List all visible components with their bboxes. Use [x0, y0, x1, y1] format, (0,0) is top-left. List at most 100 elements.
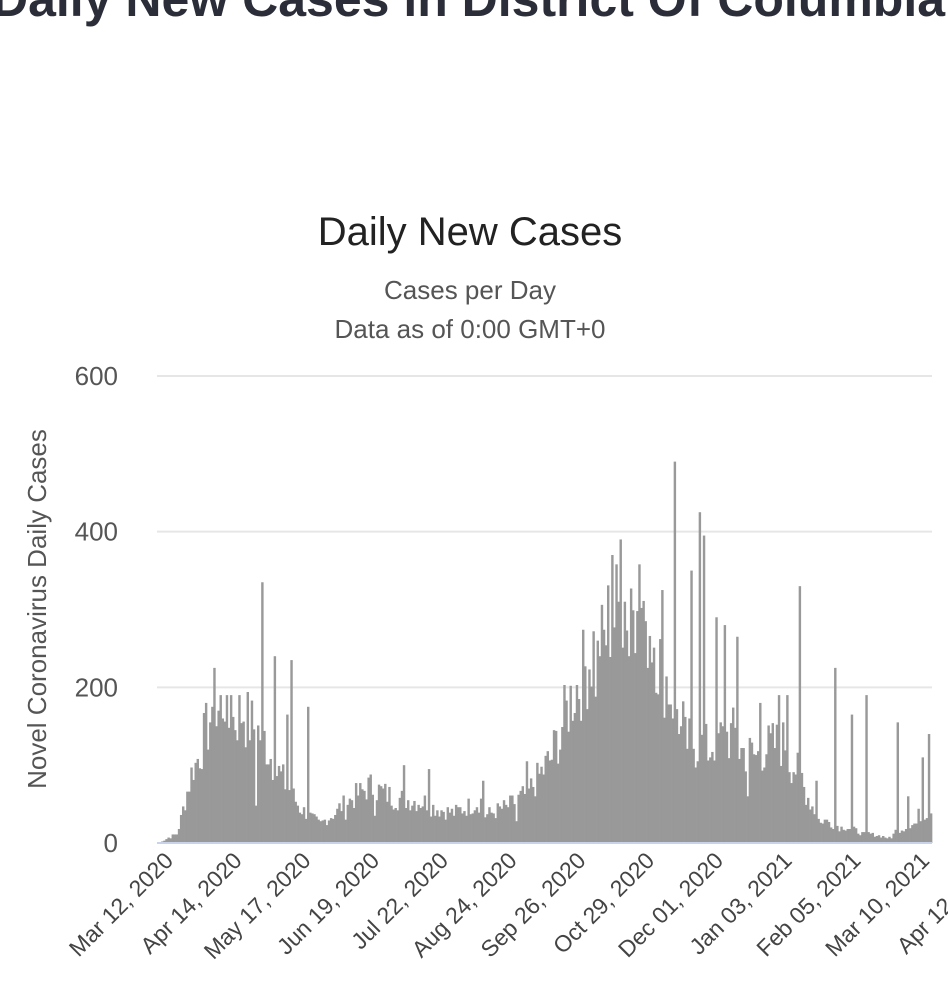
bar — [790, 783, 793, 843]
bar — [663, 717, 666, 843]
bar — [586, 709, 589, 843]
bar — [421, 806, 425, 843]
bar — [319, 821, 322, 843]
bar — [529, 778, 533, 843]
bar — [221, 718, 225, 843]
bar — [627, 656, 631, 843]
bar — [715, 617, 718, 843]
bar — [415, 811, 418, 843]
bar — [729, 723, 733, 843]
bar — [665, 676, 668, 843]
bar — [923, 819, 927, 843]
y-axis-ticks: 0 200 400 600 — [75, 361, 118, 858]
y-tick-label: 0 — [104, 828, 118, 858]
bar — [919, 821, 922, 843]
bar — [738, 758, 741, 843]
bar — [198, 768, 202, 843]
bar — [623, 601, 627, 843]
bar — [673, 461, 677, 843]
bar — [915, 823, 918, 843]
bar — [500, 808, 504, 843]
bar — [323, 819, 327, 843]
bar — [363, 790, 366, 843]
bar — [894, 829, 897, 843]
bar — [215, 726, 218, 843]
bar — [344, 819, 347, 843]
bar — [892, 833, 895, 843]
bar — [196, 758, 200, 843]
bar — [725, 731, 729, 843]
bar — [204, 702, 208, 843]
bar — [550, 759, 554, 843]
bar — [192, 779, 195, 843]
bar — [569, 685, 572, 843]
bar — [802, 786, 806, 843]
bar — [540, 766, 543, 843]
bar — [542, 774, 545, 843]
bar — [846, 828, 850, 843]
bar — [661, 590, 664, 843]
bar — [707, 760, 710, 843]
bar — [502, 800, 506, 843]
bar — [898, 832, 902, 843]
bar — [350, 800, 354, 843]
bar — [759, 702, 762, 843]
bar — [913, 823, 916, 843]
bar — [771, 723, 775, 843]
bar — [827, 821, 831, 843]
bar — [563, 685, 566, 843]
bar — [819, 822, 822, 843]
bar — [559, 749, 562, 843]
bar — [807, 797, 810, 843]
chart-title: Daily New Cases — [318, 210, 623, 254]
bar — [517, 794, 520, 843]
bar — [717, 733, 720, 843]
bar — [352, 807, 356, 843]
bar — [446, 807, 450, 843]
bar — [382, 788, 385, 843]
bar — [473, 810, 477, 843]
bar — [752, 754, 756, 843]
bar — [921, 757, 925, 843]
bar — [615, 564, 618, 843]
bar — [871, 832, 875, 843]
bar — [650, 662, 654, 843]
y-tick-label: 200 — [75, 672, 118, 702]
bar — [765, 754, 768, 843]
bar — [784, 750, 787, 843]
bar — [173, 834, 177, 843]
bar — [302, 807, 306, 843]
bar — [840, 826, 843, 843]
bar — [632, 610, 635, 843]
bar — [459, 807, 462, 843]
bar — [261, 582, 264, 843]
bar — [282, 764, 285, 843]
bar — [288, 790, 291, 843]
bar — [354, 783, 358, 843]
bar — [232, 716, 235, 843]
bar — [844, 830, 847, 843]
bar — [217, 710, 220, 843]
bar — [669, 704, 672, 843]
bar — [396, 810, 400, 843]
bar — [546, 751, 550, 843]
bar — [286, 714, 289, 843]
bar — [786, 695, 789, 843]
bar — [309, 812, 312, 843]
bar — [740, 748, 743, 843]
bar — [854, 828, 858, 843]
bar — [713, 760, 716, 843]
bar — [442, 811, 445, 843]
bar — [607, 585, 610, 843]
bar — [598, 656, 602, 843]
bar — [284, 789, 287, 843]
bar — [534, 796, 537, 843]
bar — [911, 825, 914, 843]
bar — [361, 789, 364, 843]
bar — [409, 810, 412, 843]
bar — [527, 788, 531, 843]
bar — [929, 813, 933, 843]
bar — [861, 832, 864, 843]
bar — [754, 755, 758, 843]
